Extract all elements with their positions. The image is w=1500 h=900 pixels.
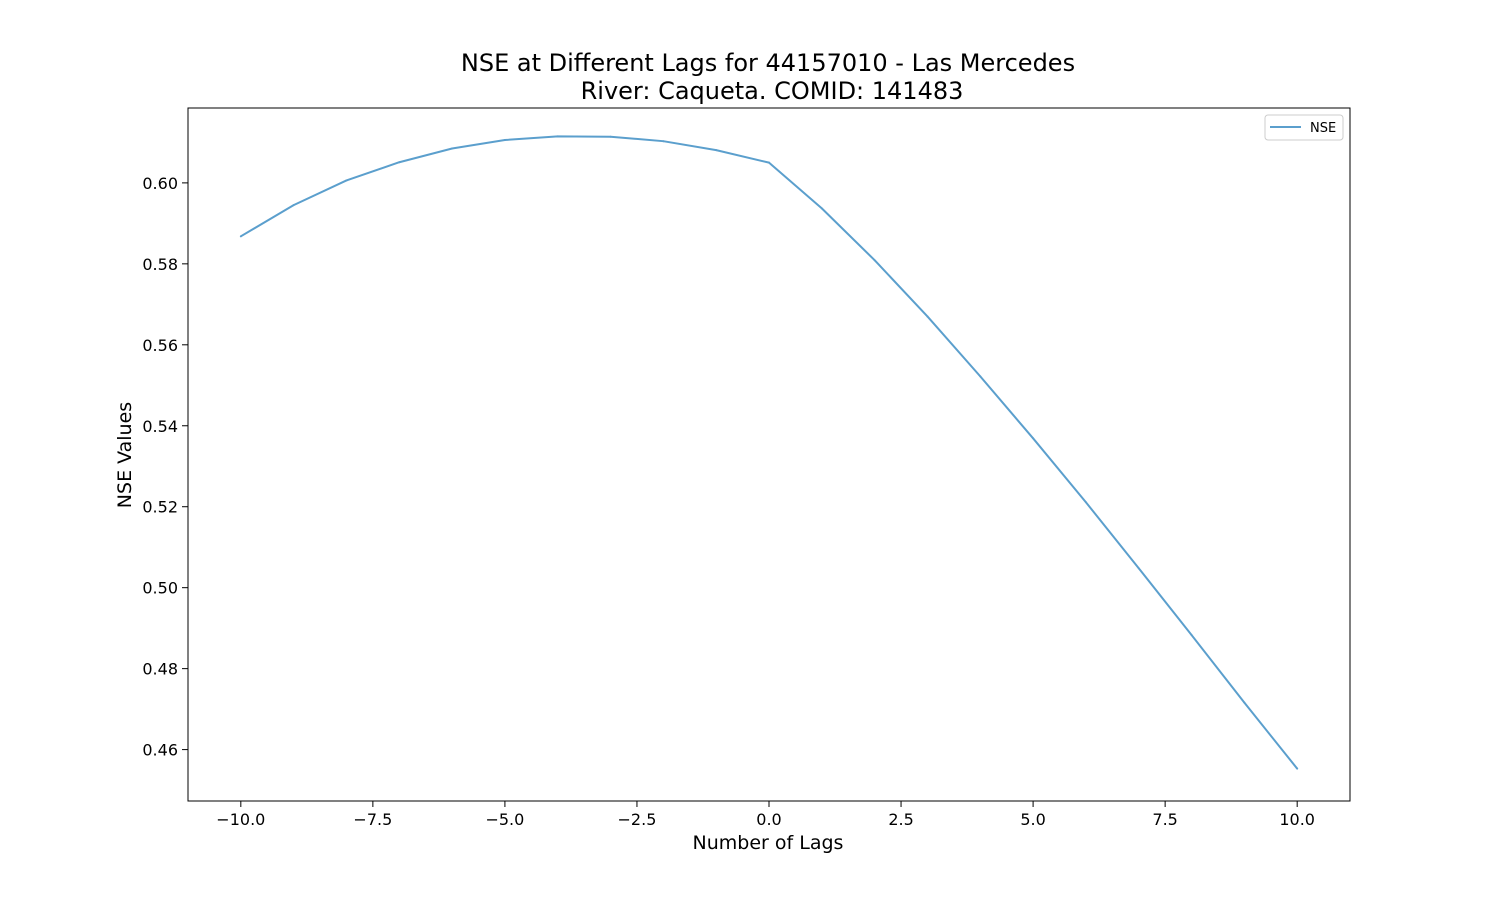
plot-area [188,108,1350,801]
plot-frame [187,107,1351,802]
data-point [715,149,718,152]
x-axis-label: Number of Lags [693,832,844,854]
y-tick-label: 0.50 [142,579,178,598]
data-point [556,135,559,138]
x-tick-label: 7.5 [1152,810,1177,829]
data-point [1296,767,1299,770]
y-tick-label: 0.60 [142,174,178,193]
legend: NSE [1264,114,1344,141]
legend-label: NSE [1310,121,1336,136]
x-tick-label: −2.5 [618,810,657,829]
x-tick-label: −7.5 [353,810,392,829]
data-point [609,135,612,138]
data-point [1137,567,1140,570]
x-tick-label: 0.0 [756,810,781,829]
data-point [768,161,770,164]
y-tick-label: 0.58 [142,255,178,274]
data-point [292,204,295,207]
y-ticks: 0.46 0.48 0.50 0.52 0.54 0.56 0.58 0.60 [142,174,188,760]
x-tick-label: 5.0 [1020,810,1045,829]
legend-box [1264,114,1344,141]
series-group [239,135,1299,770]
x-ticks: −10.0 −7.5 −5.0 −2.5 0.0 2.5 5.0 7.5 10.0 [216,801,1315,829]
y-axis-label: NSE Values [114,402,136,508]
chart-title: NSE at Different Lags for 44157010 - Las… [461,49,1075,77]
y-tick-label: 0.52 [142,498,178,517]
y-tick-label: 0.48 [142,660,178,679]
data-point [873,259,876,262]
x-tick-label: −10.0 [216,810,265,829]
data-point [1190,634,1193,637]
chart-subtitle: River: Caqueta. COMID: 141483 [581,77,964,105]
y-tick-label: 0.46 [142,741,178,760]
data-point [451,147,454,150]
data-point [662,140,665,143]
y-tick-label: 0.54 [142,417,178,436]
data-point [1084,501,1087,504]
data-point [503,138,506,141]
data-point [239,235,242,238]
data-point [398,161,401,164]
x-tick-label: −5.0 [485,810,524,829]
y-tick-label: 0.56 [142,336,178,355]
data-point [926,315,929,318]
data-point [345,179,348,182]
x-tick-label: 2.5 [888,810,913,829]
data-point [1243,701,1246,704]
x-tick-label: 10.0 [1279,810,1315,829]
data-point [1032,437,1035,440]
data-point [820,207,823,210]
data-point [979,375,982,378]
